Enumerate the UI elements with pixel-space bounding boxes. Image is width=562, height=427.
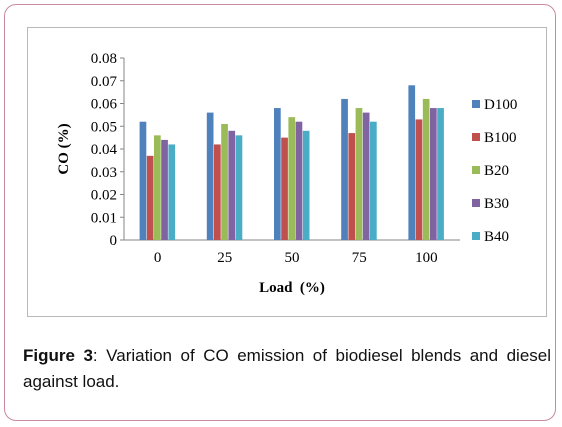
- bar-d100-50: [274, 108, 281, 240]
- bar-b40-0: [168, 144, 176, 240]
- legend-swatch-d100: [472, 100, 480, 108]
- legend-label-b100: B100: [484, 130, 517, 146]
- bar-b100-75: [348, 133, 356, 240]
- legend-label-b30: B30: [484, 196, 509, 212]
- y-tick-label: 0.06: [91, 97, 118, 113]
- bar-b20-75: [355, 108, 363, 240]
- chart-frame: 0 0.01 0.02 0.03 0.04 0.05 0.06 0.07 0.08 CO (%) 0…: [27, 27, 547, 317]
- bar-b20-100: [422, 98, 430, 240]
- figure-caption: Figure 3: Variation of CO emission of bi…: [23, 343, 551, 395]
- bar-b100-50: [281, 137, 288, 240]
- x-axis-title: Load (%): [259, 280, 325, 296]
- bar-d100-100: [408, 85, 416, 240]
- x-tick-label: 75: [352, 250, 367, 266]
- legend-label-b20: B20: [484, 163, 509, 179]
- bar-b100-0: [146, 155, 154, 240]
- bar-b40-50: [302, 130, 310, 240]
- y-tick-label: 0.05: [91, 119, 117, 135]
- y-axis-title: CO (%): [56, 123, 72, 174]
- legend-swatch-b100: [472, 133, 480, 141]
- co-emission-bar-chart: 0 0.01 0.02 0.03 0.04 0.05 0.06 0.07 0.08 CO (%) 0…: [56, 51, 517, 296]
- bar-d100-75: [341, 98, 348, 240]
- y-tick-label: 0.03: [91, 165, 117, 181]
- bar-b100-100: [415, 119, 423, 240]
- bar-b30-75: [362, 112, 370, 240]
- legend-label-d100: D100: [484, 97, 517, 113]
- y-tick-label: 0.07: [91, 74, 118, 90]
- legend-label-b40: B40: [484, 229, 509, 245]
- bar-b30-0: [161, 139, 168, 240]
- figure-card: 0 0.01 0.02 0.03 0.04 0.05 0.06 0.07 0.08 CO (%) 0…: [4, 4, 556, 421]
- bar-b40-75: [370, 121, 377, 240]
- x-tick-label: 25: [217, 250, 232, 266]
- bar-b100-25: [214, 144, 221, 240]
- bar-d100-0: [139, 121, 147, 240]
- figure-caption-text: : Variation of CO emission of biodiesel …: [23, 346, 552, 391]
- y-tick-label: 0.08: [91, 51, 117, 67]
- y-tick-label: 0.02: [91, 188, 117, 204]
- bar-d100-25: [206, 112, 214, 240]
- y-tick-label: 0.01: [91, 210, 117, 226]
- legend-swatch-b30: [472, 199, 480, 207]
- figure-caption-label: Figure 3: [23, 346, 93, 365]
- legend-swatch-b40: [472, 232, 480, 240]
- x-tick-label: 100: [415, 250, 438, 266]
- bar-b20-50: [288, 117, 296, 240]
- x-tick-label: 50: [285, 250, 300, 266]
- bar-b40-100: [437, 108, 444, 240]
- y-tick-label: 0.04: [91, 142, 118, 158]
- bar-b30-50: [295, 121, 303, 240]
- bar-b30-25: [228, 130, 236, 240]
- y-tick-label: 0: [110, 233, 118, 249]
- x-tick-label: 0: [154, 250, 162, 266]
- bar-b30-100: [430, 108, 437, 240]
- legend-swatch-b20: [472, 166, 480, 174]
- bar-b20-0: [154, 135, 161, 240]
- bar-b40-25: [235, 135, 243, 240]
- bar-b20-25: [221, 123, 228, 240]
